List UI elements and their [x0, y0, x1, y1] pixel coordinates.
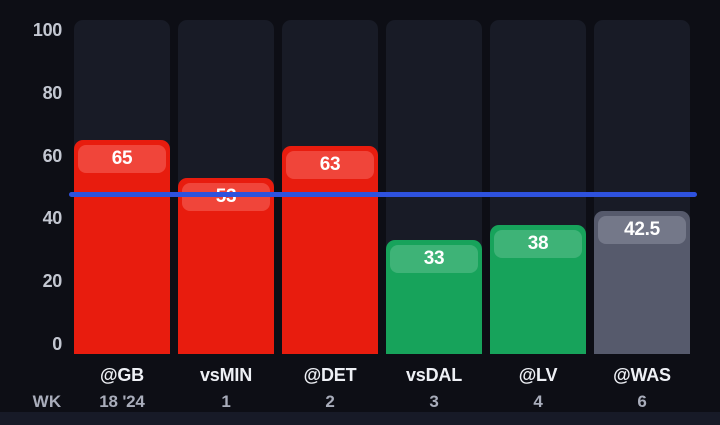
x-label-week: 1: [221, 392, 231, 411]
bar[interactable]: 65: [74, 139, 170, 354]
bar-value-label: 38: [527, 232, 549, 254]
x-axis-cell: @DET 2: [282, 364, 378, 411]
bar-value-pill: 65: [78, 144, 166, 173]
y-axis-tick: 60: [42, 145, 63, 166]
bar-value-label: 33: [423, 248, 445, 270]
bar-value-label: 65: [111, 147, 133, 169]
y-axis-tick: 0: [52, 334, 62, 354]
x-axis-cell: @GB 18 '24: [74, 364, 170, 411]
x-label-opponent: @DET: [303, 365, 357, 385]
bar-column[interactable]: 33: [386, 20, 482, 354]
plot-columns: 65 53 63 33 38 42.5: [74, 20, 690, 354]
bar-value-pill: 33: [390, 245, 478, 274]
plot-area: 65 53 63 33 38 42.5: [69, 20, 697, 354]
week-axis-label: WK: [32, 392, 62, 411]
reference-line: [69, 192, 697, 198]
y-axis-tick: 20: [42, 271, 63, 292]
bar[interactable]: 53: [178, 177, 274, 354]
x-axis-cell: vsMIN 1: [178, 364, 274, 411]
bar-column[interactable]: 65: [74, 20, 170, 354]
bar-column[interactable]: 63: [282, 20, 378, 354]
bar-value-pill: 63: [286, 151, 374, 180]
bar-value-pill: 38: [494, 229, 582, 258]
bar-value-pill: 42.5: [598, 215, 686, 244]
x-label-opponent: @WAS: [613, 365, 671, 385]
x-label-opponent: vsDAL: [405, 365, 462, 385]
bar-column[interactable]: 53: [178, 20, 274, 354]
bar[interactable]: 33: [386, 240, 482, 354]
x-axis-cell: @WAS 6: [594, 364, 690, 411]
x-axis: @GB 18 '24 vsMIN 1 @DET 2 vsDAL 3 @LV 4 @WAS 6: [74, 364, 690, 411]
x-label-week: 4: [533, 392, 543, 411]
y-axis-tick: 80: [42, 82, 63, 103]
x-label-opponent: @LV: [518, 365, 558, 385]
x-label-week: 18 '24: [99, 392, 145, 411]
y-axis: 0 20 40 60 80 100: [0, 0, 62, 360]
bar-value-label: 42.5: [624, 218, 660, 240]
bar-value-label: 63: [319, 154, 341, 176]
x-label-week: 2: [325, 392, 335, 411]
x-axis-cell: @LV 4: [490, 364, 586, 411]
bar[interactable]: 38: [490, 224, 586, 354]
x-label-week: 3: [429, 392, 439, 411]
y-axis-tick: 40: [42, 208, 63, 229]
x-label-week: 6: [637, 392, 647, 411]
bar[interactable]: 63: [282, 146, 378, 354]
bar-column[interactable]: 38: [490, 20, 586, 354]
bar[interactable]: 42.5: [594, 210, 690, 354]
y-axis-tick: 100: [32, 20, 62, 40]
x-label-opponent: @GB: [100, 365, 144, 385]
bar-column[interactable]: 42.5: [594, 20, 690, 354]
bottom-band: [0, 412, 720, 425]
x-label-opponent: vsMIN: [199, 365, 253, 385]
x-axis-cell: vsDAL 3: [386, 364, 482, 411]
